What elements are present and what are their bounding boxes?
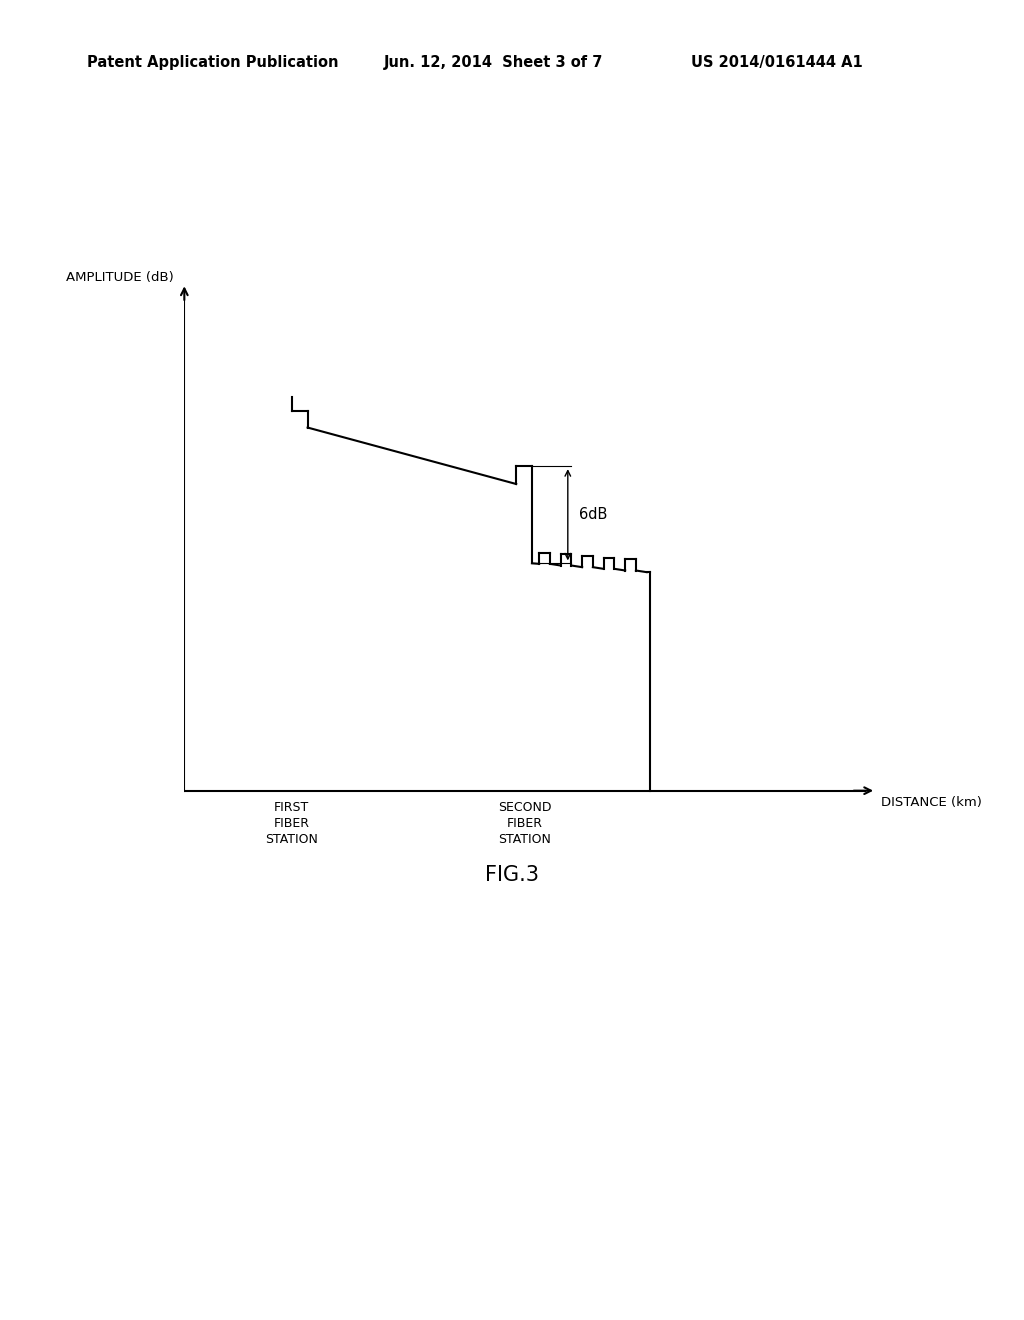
Text: AMPLITUDE (dB): AMPLITUDE (dB) bbox=[66, 272, 173, 284]
Text: FIG.3: FIG.3 bbox=[485, 865, 539, 884]
Text: FIRST
FIBER
STATION: FIRST FIBER STATION bbox=[265, 801, 318, 846]
Text: Patent Application Publication: Patent Application Publication bbox=[87, 55, 339, 70]
Text: Jun. 12, 2014  Sheet 3 of 7: Jun. 12, 2014 Sheet 3 of 7 bbox=[384, 55, 603, 70]
Text: DISTANCE (km): DISTANCE (km) bbox=[881, 796, 982, 809]
Text: 6dB: 6dB bbox=[579, 507, 607, 523]
Text: US 2014/0161444 A1: US 2014/0161444 A1 bbox=[691, 55, 863, 70]
Text: SECOND
FIBER
STATION: SECOND FIBER STATION bbox=[498, 801, 552, 846]
